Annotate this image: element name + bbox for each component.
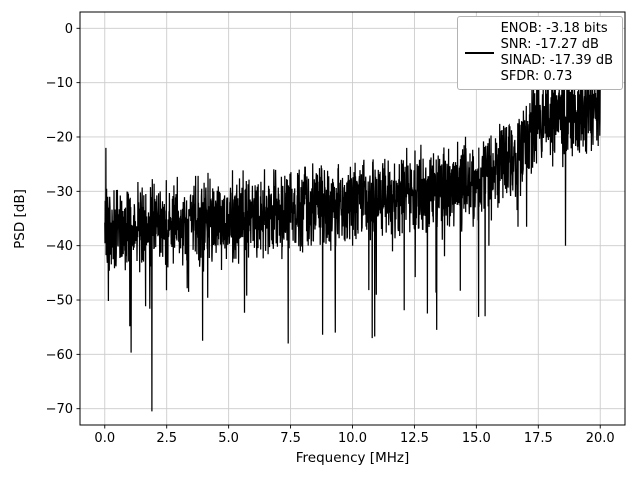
y-axis-label: PSD [dB]	[12, 189, 28, 249]
y-tick-label: −40	[46, 239, 73, 254]
x-tick-label: 20.0	[586, 431, 615, 446]
legend-sinad: SINAD: -17.39 dB	[500, 53, 613, 68]
y-tick-label: −50	[46, 294, 73, 309]
x-tick-label: 0.0	[94, 431, 115, 446]
legend-enob: ENOB: -3.18 bits	[500, 21, 608, 36]
legend-text: ENOB: -3.18 bits SNR: -17.27 dB SINAD: -…	[501, 21, 613, 85]
x-tick-label: 15.0	[462, 431, 491, 446]
y-tick-label: −30	[46, 185, 73, 200]
y-tick-label: −70	[46, 402, 73, 417]
x-axis-label: Frequency [MHz]	[295, 450, 410, 466]
legend: ENOB: -3.18 bits SNR: -17.27 dB SINAD: -…	[456, 16, 623, 90]
x-tick-label: 2.5	[156, 431, 177, 446]
y-tick-label: −20	[46, 130, 73, 145]
x-tick-label: 5.0	[218, 431, 239, 446]
y-tick-label: 0	[65, 22, 73, 37]
x-tick-label: 7.5	[280, 431, 301, 446]
legend-line-sample	[464, 52, 494, 54]
x-tick-label: 10.0	[338, 431, 367, 446]
y-tick-label: −10	[46, 76, 73, 91]
y-tick-label: −60	[46, 348, 73, 363]
psd-line	[104, 60, 601, 412]
x-tick-label: 17.5	[524, 431, 553, 446]
legend-sfdr: SFDR: 0.73	[500, 69, 573, 84]
legend-snr: SNR: -17.27 dB	[500, 37, 599, 52]
x-tick-label: 12.5	[400, 431, 429, 446]
